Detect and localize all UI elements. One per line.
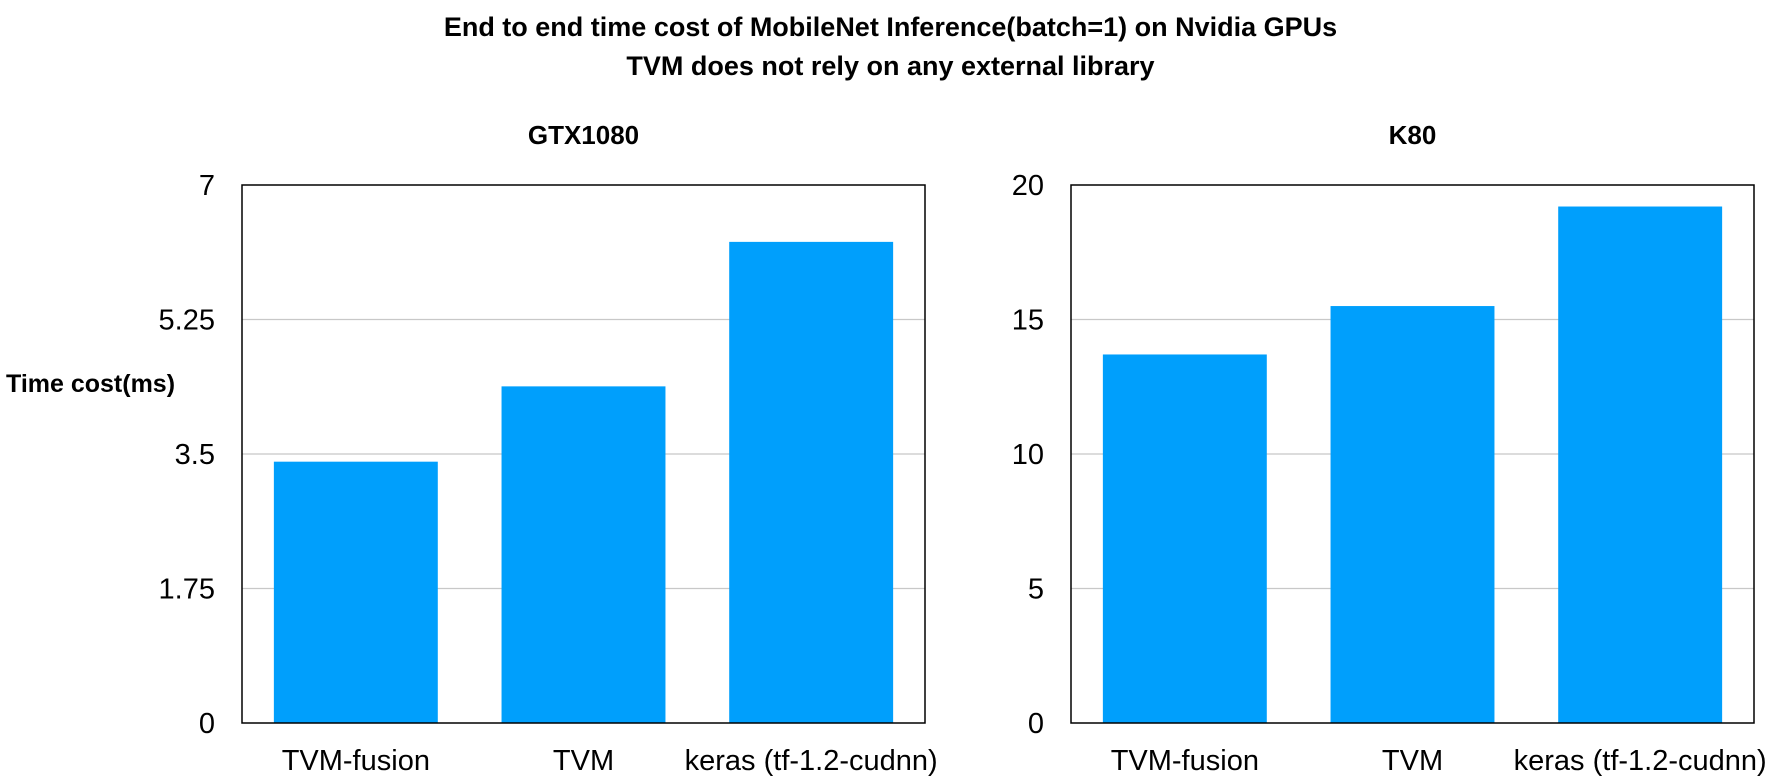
y-tick-label: 15 bbox=[1012, 305, 1044, 337]
figure-title-line-1: End to end time cost of MobileNet Infere… bbox=[443, 12, 1338, 42]
bar bbox=[1330, 306, 1495, 723]
bar bbox=[273, 461, 438, 723]
x-category-label: keras (tf-1.2-cudnn) bbox=[685, 745, 938, 777]
bar-chart-panel: K80 0 5 10 15 20 TVM-fusion TVM keras (tf-1.2-cu… bbox=[1012, 120, 1767, 777]
y-tick-label: 7 bbox=[199, 170, 215, 202]
figure-title-line-2: TVM does not rely on any external librar… bbox=[626, 51, 1155, 81]
x-category-label: TVM-fusion bbox=[282, 745, 430, 777]
y-tick-label: 20 bbox=[1012, 170, 1044, 202]
bar bbox=[729, 241, 894, 724]
x-category-label: TVM bbox=[1382, 745, 1443, 777]
x-category-label: TVM-fusion bbox=[1111, 745, 1259, 777]
x-category-label: keras (tf-1.2-cudnn) bbox=[1514, 745, 1767, 777]
plot-frame bbox=[241, 184, 926, 724]
x-category-label: TVM bbox=[553, 745, 614, 777]
bar bbox=[1102, 354, 1267, 723]
chart-title: GTX1080 bbox=[528, 120, 639, 150]
y-tick-label: 0 bbox=[1028, 708, 1044, 740]
bar bbox=[1558, 206, 1723, 723]
plot-frame bbox=[1070, 184, 1755, 724]
bar-chart-panel: GTX1080 0 1.75 3.5 5.25 7 TVM-fusion TVM keras (… bbox=[6, 120, 938, 777]
y-tick-label: 0 bbox=[199, 708, 215, 740]
y-tick-label: 10 bbox=[1012, 439, 1044, 471]
chart-title: K80 bbox=[1389, 120, 1437, 150]
y-tick-label: 5.25 bbox=[159, 305, 215, 337]
bar bbox=[501, 386, 666, 723]
y-tick-label: 3.5 bbox=[175, 439, 215, 471]
y-axis-label: Time cost(ms) bbox=[6, 370, 175, 398]
y-tick-label: 1.75 bbox=[159, 574, 215, 606]
figure-title: End to end time cost of MobileNet Infere… bbox=[0, 8, 1781, 86]
y-tick-label: 5 bbox=[1028, 574, 1044, 606]
